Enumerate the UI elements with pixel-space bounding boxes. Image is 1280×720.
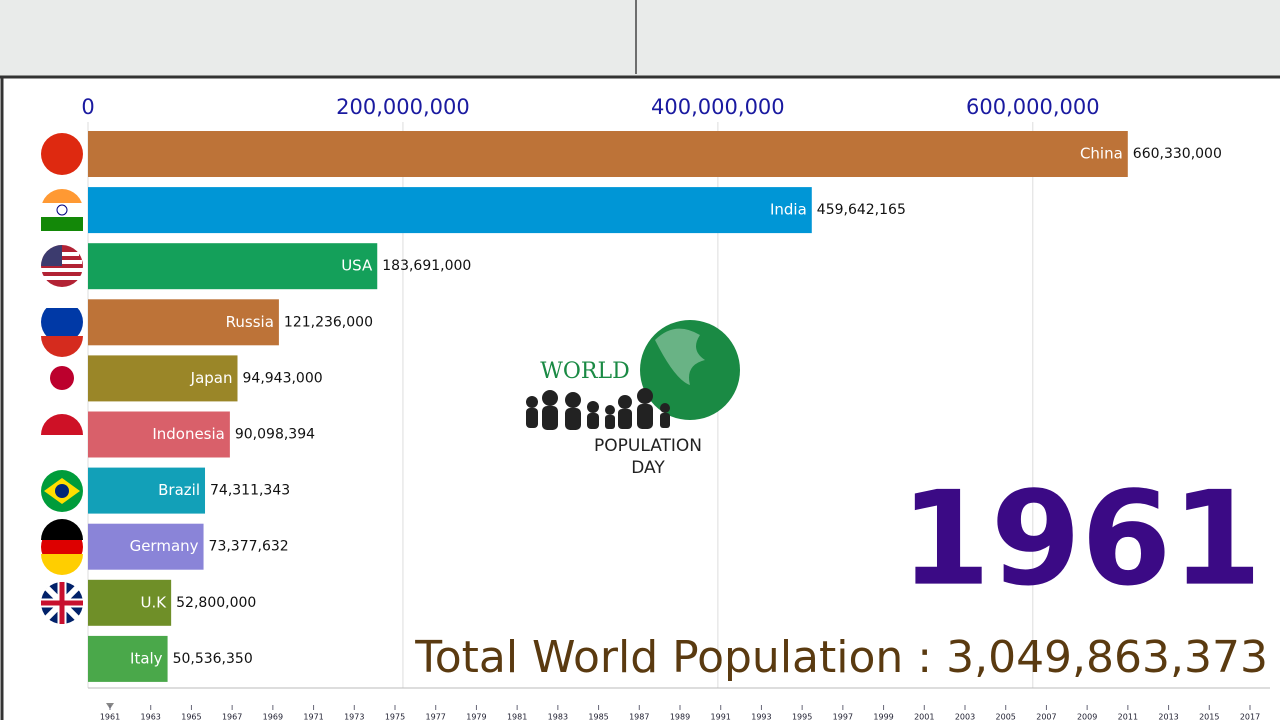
x-tick-label: 0 [81,95,94,119]
logo-text: WORLD [540,359,629,384]
value-label: 74,311,343 [210,483,290,499]
flag [41,470,83,512]
timeline-label: 1987 [629,713,649,720]
flag [41,414,83,456]
timeline-label: 1985 [588,713,608,720]
timeline-label: 1975 [385,713,405,720]
bar [88,243,378,290]
timeline-label: 1991 [711,713,731,720]
timeline-label: 1997 [833,713,853,720]
timeline-label: 1993 [751,713,771,720]
bar-label: Germany [130,537,199,555]
bar-label: Indonesia [152,425,225,443]
flags [41,133,83,624]
flag [41,582,83,624]
bar [88,131,1128,177]
timeline-label: 2003 [955,713,975,720]
flag [41,245,83,287]
timeline-label: 1973 [344,713,364,720]
value-label: 52,800,000 [176,595,256,611]
x-tick-label: 200,000,000 [336,95,470,119]
bar [88,187,812,234]
timeline-label: 1983 [548,713,568,720]
timeline-label: 2017 [1240,713,1260,720]
total-label: Total World Population : 3,049,863,373 [414,632,1268,683]
logo-text: POPULATION [594,436,702,456]
globe [640,320,740,420]
timeline-label: 1989 [670,713,690,720]
x-tick-label: 600,000,000 [966,95,1100,119]
timeline-label: 2009 [1077,713,1097,720]
timeline-label: 1971 [303,713,323,720]
logo: WORLD POPULATION DAY [526,320,740,478]
value-label: 183,691,000 [382,258,471,274]
bar-label: Japan [190,369,233,387]
timeline-label: 1961 [100,713,120,720]
top-band [0,0,1280,76]
year: 1961 [900,463,1262,615]
people [526,388,670,430]
bar [88,579,172,626]
timeline-label: 1963 [141,713,161,720]
timeline-label: 1981 [507,713,527,720]
logo-text: DAY [631,458,665,478]
bar-label: Brazil [158,481,200,499]
timeline-label: 2005 [996,713,1016,720]
bar-label: Russia [226,313,274,331]
bar [88,355,238,402]
timeline-label: 2001 [914,713,934,720]
timeline-label: 1979 [466,713,486,720]
timeline-label: 1995 [792,713,812,720]
bar-label: U.K [141,593,168,611]
timeline-label: 2011 [1118,713,1138,720]
timeline-label: 1999 [873,713,893,720]
bar [88,523,204,570]
x-tick-label: 400,000,000 [651,95,785,119]
bar-label: China [1080,145,1123,163]
flag [41,287,83,357]
globe-land [655,328,705,385]
timeline-label: 2013 [1158,713,1178,720]
flag [41,519,83,575]
bar [88,299,279,346]
value-label: 73,377,632 [209,539,289,555]
value-label: 90,098,394 [235,427,315,443]
value-label: 50,536,350 [173,651,253,667]
value-label: 94,943,000 [243,370,323,386]
timeline-label: 2015 [1199,713,1219,720]
timeline-label: 2007 [1036,713,1056,720]
flag [41,357,83,399]
flag [41,189,83,231]
timeline-label: 1967 [222,713,242,720]
timeline-label: 1965 [181,713,201,720]
value-label: 459,642,165 [817,202,906,218]
timeline-label: 1969 [263,713,283,720]
timeline-label: 1977 [426,713,446,720]
bar [88,635,168,682]
bar-label: Italy [130,649,163,667]
flag [41,133,83,175]
bar [88,411,230,458]
bar [88,467,206,514]
value-label: 660,330,000 [1133,146,1222,162]
bar-label: India [770,201,807,219]
value-label: 121,236,000 [284,314,373,330]
bar-label: USA [341,257,373,275]
